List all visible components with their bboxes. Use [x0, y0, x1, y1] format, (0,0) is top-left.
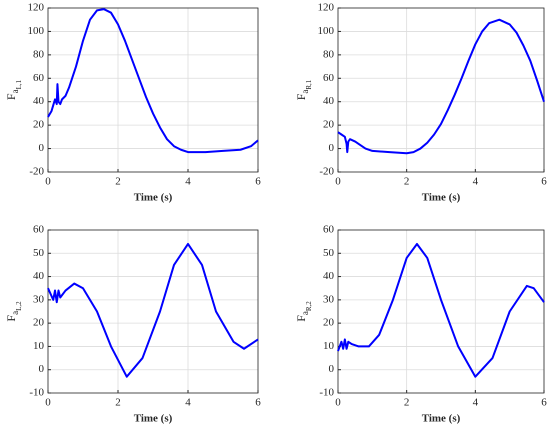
x-tick-label: 4	[473, 397, 479, 409]
y-tick-label: 40	[323, 95, 335, 107]
y-tick-label: 20	[323, 317, 335, 329]
y-tick-label: 100	[318, 25, 335, 37]
y-tick-label: 50	[323, 247, 335, 259]
y-tick-label: 60	[33, 72, 45, 84]
line	[47, 242, 259, 378]
line	[337, 242, 545, 378]
y-tick-label: 20	[33, 317, 45, 329]
axes-box	[337, 229, 545, 394]
y-tick-label: 60	[323, 72, 335, 84]
y-label-sub: a	[10, 311, 20, 315]
plot-area	[48, 8, 258, 172]
x-tick-label: 0	[45, 397, 51, 409]
y-tick-label: 10	[323, 340, 335, 352]
y-tick-label: 0	[329, 363, 335, 375]
x-tick-label: 0	[335, 176, 341, 188]
x-tick-label: 6	[255, 176, 261, 188]
y-tick-label: 80	[323, 48, 335, 60]
plot-area	[338, 8, 544, 172]
y-tick-label: -20	[319, 166, 334, 178]
x-axis-label: Time (s)	[422, 413, 461, 425]
y-tick-label: 0	[329, 142, 335, 154]
y-tick-label: 20	[323, 119, 335, 131]
y-label-sub: a	[300, 90, 310, 94]
axes-box	[47, 7, 259, 173]
x-tick-label: 2	[404, 176, 410, 188]
y-tick-label: 30	[323, 293, 335, 305]
y-tick-label: 80	[33, 48, 45, 60]
line	[47, 8, 259, 154]
plot-area	[48, 230, 258, 393]
y-label-subsub: L,1	[15, 79, 23, 89]
x-tick-label: 0	[335, 397, 341, 409]
axes-box	[47, 229, 259, 394]
y-tick-label: 100	[28, 25, 45, 37]
y-label-subsub: R,1	[305, 79, 313, 89]
y-axis-label: FaL,2	[4, 301, 23, 322]
y-axis-label: FaL,1	[4, 79, 23, 100]
y-tick-label: 10	[33, 340, 45, 352]
y-axis-label: FaR,1	[294, 79, 313, 100]
y-tick-label: -10	[319, 387, 334, 399]
y-tick-label: 30	[33, 293, 45, 305]
y-label-sub: a	[300, 311, 310, 315]
x-tick-label: 4	[473, 176, 479, 188]
y-tick-label: 0	[39, 363, 45, 375]
x-tick-label: 6	[541, 176, 547, 188]
y-label-main: F	[294, 93, 308, 100]
y-tick-label: 120	[318, 2, 335, 14]
x-tick-label: 2	[404, 397, 410, 409]
y-label-main: F	[4, 315, 18, 322]
x-tick-label: 6	[541, 397, 547, 409]
y-axis-label: FaR,2	[294, 301, 313, 322]
y-label-main: F	[294, 315, 308, 322]
x-tick-label: 2	[115, 176, 121, 188]
y-tick-label: 50	[33, 247, 45, 259]
y-tick-label: -10	[29, 387, 44, 399]
y-label-subsub: L,2	[15, 301, 23, 311]
y-tick-label: 40	[323, 270, 335, 282]
x-axis-label: Time (s)	[422, 192, 461, 204]
x-tick-label: 4	[185, 176, 191, 188]
line	[337, 18, 545, 155]
y-tick-label: 60	[33, 224, 45, 236]
y-tick-label: 0	[39, 142, 45, 154]
y-label-sub: a	[10, 89, 20, 93]
y-label-subsub: R,2	[305, 301, 313, 311]
plot-area	[338, 230, 544, 393]
x-tick-label: 0	[45, 176, 51, 188]
y-tick-label: 60	[323, 224, 335, 236]
x-axis-label: Time (s)	[134, 413, 173, 425]
y-tick-label: 40	[33, 95, 45, 107]
x-tick-label: 2	[115, 397, 121, 409]
axes-box	[337, 7, 545, 173]
y-label-main: F	[4, 93, 18, 100]
y-tick-label: 120	[28, 2, 45, 14]
x-tick-label: 6	[255, 397, 261, 409]
y-tick-label: 40	[33, 270, 45, 282]
y-tick-label: 20	[33, 119, 45, 131]
x-tick-label: 4	[185, 397, 191, 409]
x-axis-label: Time (s)	[134, 192, 173, 204]
y-tick-label: -20	[29, 166, 44, 178]
